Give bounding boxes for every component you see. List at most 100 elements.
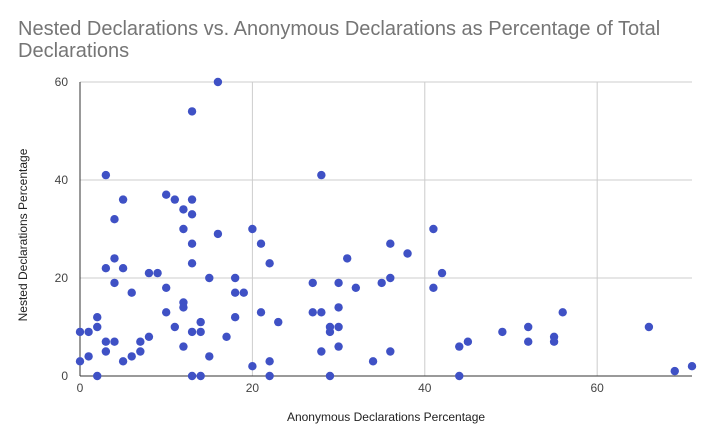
y-tick-label-60: 60 [55,75,69,89]
data-point [170,322,180,332]
data-point [161,308,171,317]
grid-layer [80,81,692,376]
data-point [118,264,128,273]
x-axis-title: Anonymous Declarations Percentage [287,410,485,424]
y-tick-label-40: 40 [55,173,69,187]
data-point [308,278,317,288]
data-point [230,313,240,322]
data-point [187,210,197,219]
x-tick-label-40: 40 [418,381,432,395]
data-point [179,205,188,214]
y-tick-label-20: 20 [55,271,69,285]
data-point [205,273,214,283]
data-point [75,327,85,337]
data-point [187,259,197,268]
data-point [230,273,240,283]
data-point [187,195,197,204]
data-point [498,327,507,337]
data-point [75,357,85,366]
data-point [403,249,412,258]
data-point [308,308,317,317]
data-point [222,332,231,341]
chart-title: Nested Declarations vs. Anonymous Declar… [18,18,661,62]
data-point [256,239,266,248]
data-point [93,322,102,332]
data-point [179,342,188,351]
data-point [265,371,274,381]
data-point [170,195,180,204]
data-point [274,317,283,327]
data-point [110,254,119,263]
data-point [230,288,240,297]
y-tick-label-0: 0 [61,369,68,383]
data-point [187,327,197,337]
data-point [687,362,697,371]
data-point [101,264,111,273]
data-point [136,337,145,346]
data-point [334,278,343,288]
data-point [161,283,171,292]
data-point [161,190,171,199]
data-point [429,283,438,292]
data-point [136,347,145,356]
x-tick-label-20: 20 [246,381,260,395]
data-point [110,215,119,224]
data-point [110,337,119,346]
data-point [386,347,395,356]
data-point [317,308,326,317]
data-point [317,170,326,180]
data-point [248,224,257,234]
data-point [455,371,464,381]
point-layer [75,77,697,381]
data-point [455,342,464,351]
data-point [213,77,223,87]
data-point [256,308,266,317]
data-point [127,288,136,297]
data-point [524,337,533,346]
data-point [239,288,248,297]
data-point [265,259,274,268]
data-point [118,357,128,366]
data-point [187,107,197,116]
data-point [205,352,214,361]
data-point [386,239,395,248]
data-point [153,268,162,278]
data-point [144,332,154,341]
data-point [351,283,361,292]
data-point [196,317,205,327]
data-point [93,313,102,322]
data-point [101,347,111,356]
x-tick-label-60: 60 [591,381,605,395]
data-point [248,362,257,371]
data-point [558,308,567,317]
x-tick-label-0: 0 [77,381,84,395]
data-point [187,371,197,381]
data-point [213,229,223,239]
data-point [325,327,335,337]
data-point [101,337,111,346]
data-point [101,170,111,180]
data-point [334,303,343,312]
data-point [127,352,136,361]
data-point [343,254,352,263]
data-point [325,371,335,381]
data-point [187,239,197,248]
data-point [265,357,274,366]
y-axis-title: Nested Declarations Percentage [16,148,30,321]
data-point [524,322,533,332]
data-point [437,268,447,278]
data-point [334,322,343,332]
data-point [644,322,654,332]
data-point [549,337,559,346]
data-point [196,371,205,381]
data-point [670,366,679,376]
data-point [179,303,188,312]
data-point [196,327,205,337]
data-point [93,371,102,381]
data-point [179,224,188,234]
data-point [144,268,154,278]
data-point [118,195,128,204]
data-point [429,224,438,234]
